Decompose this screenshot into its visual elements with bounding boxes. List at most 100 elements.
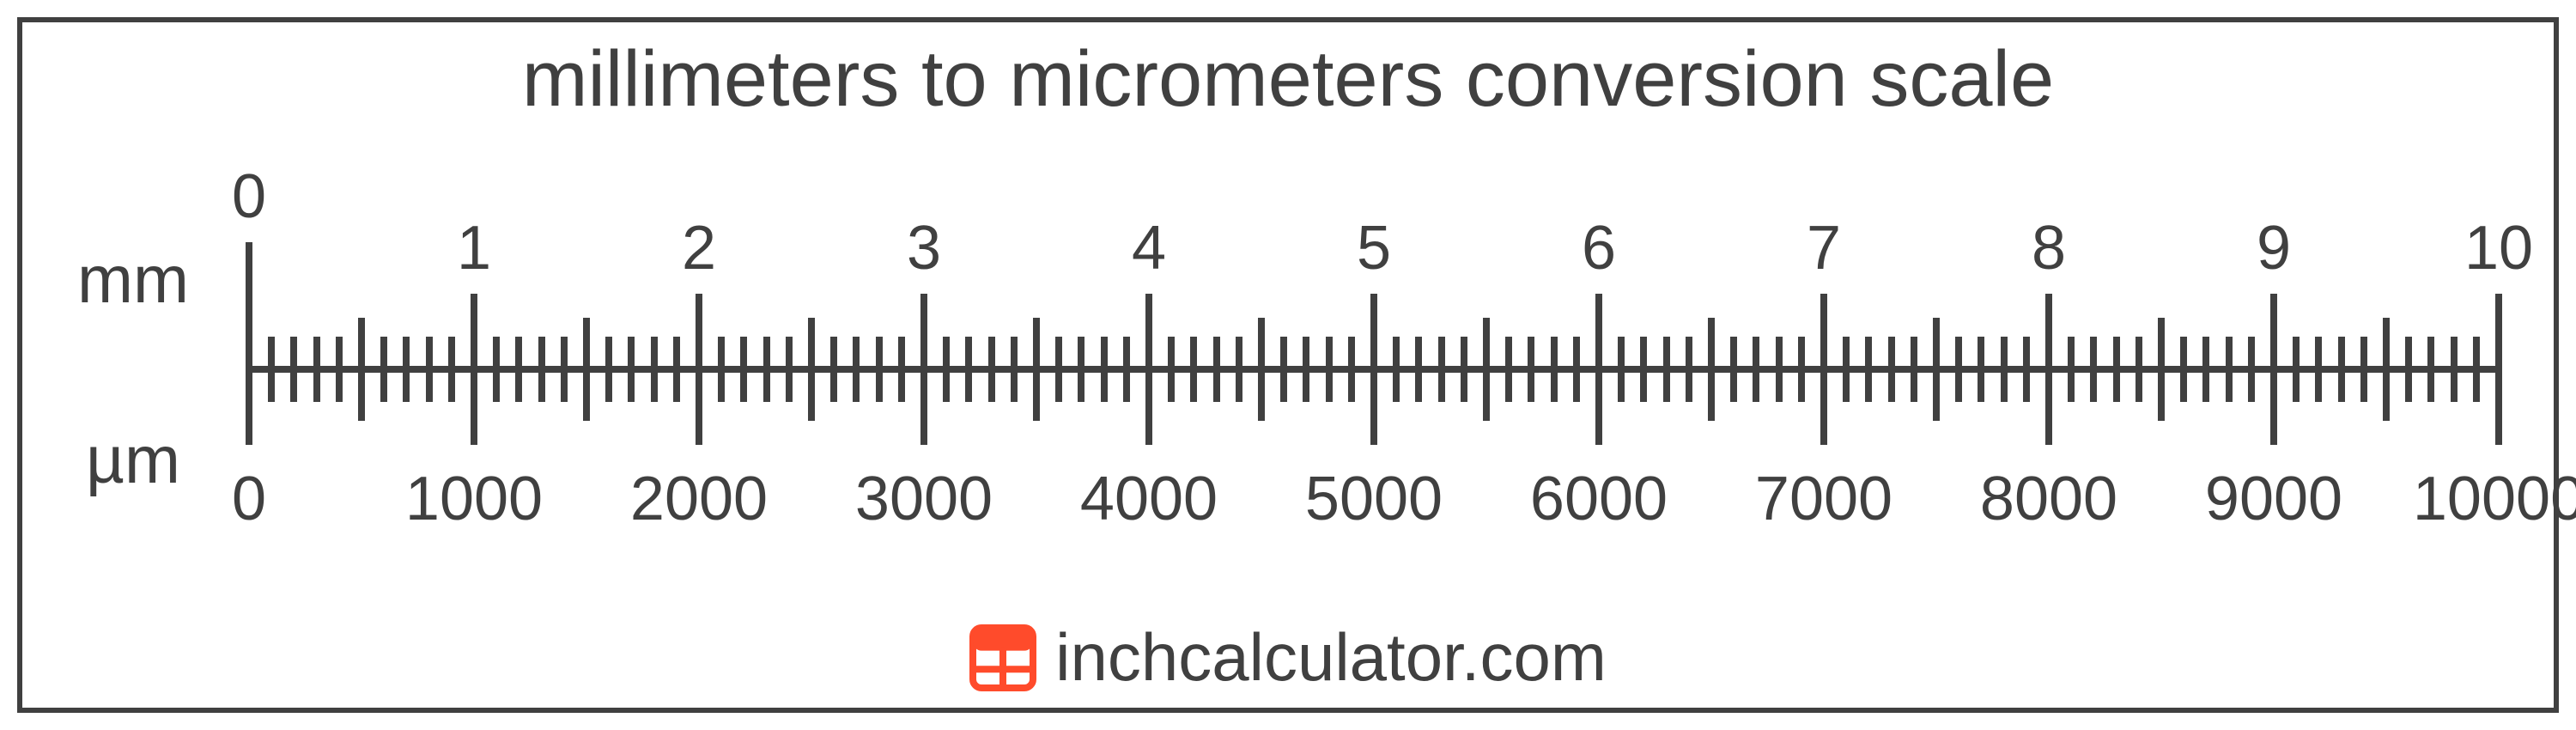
- minor-tick-top: [1393, 337, 1400, 369]
- minor-tick-bottom: [876, 369, 883, 402]
- minor-tick-top: [853, 337, 860, 369]
- minor-tick-bottom: [605, 369, 612, 402]
- minor-tick-bottom: [1078, 369, 1084, 402]
- minor-tick-top: [1865, 337, 1872, 369]
- minor-tick-bottom: [1865, 369, 1872, 402]
- minor-tick-top: [1055, 337, 1062, 369]
- minor-tick-bottom: [380, 369, 387, 402]
- minor-tick-top: [2315, 337, 2322, 369]
- minor-tick-top: [290, 337, 297, 369]
- minor-tick-top: [651, 337, 658, 369]
- minor-tick-bottom: [786, 369, 793, 402]
- minor-tick-top: [1686, 337, 1692, 369]
- um-tick-label: 9000: [2205, 464, 2342, 534]
- um-tick-label: 3000: [855, 464, 993, 534]
- major-tick-top: [1595, 294, 1602, 369]
- minor-tick-bottom: [2293, 369, 2300, 402]
- minor-tick-bottom: [2202, 369, 2209, 402]
- minor-tick-top: [1078, 337, 1084, 369]
- minor-tick-bottom: [1551, 369, 1558, 402]
- minor-tick-bottom: [1843, 369, 1850, 402]
- minor-tick-bottom: [943, 369, 950, 402]
- minor-tick-top: [538, 337, 545, 369]
- minor-tick-top: [718, 337, 725, 369]
- minor-tick-top: [1618, 337, 1625, 369]
- minor-tick-bottom: [1011, 369, 1018, 402]
- minor-tick-bottom: [426, 369, 433, 402]
- minor-tick-bottom: [1663, 369, 1670, 402]
- minor-tick-bottom: [1236, 369, 1242, 402]
- minor-tick-top: [1551, 337, 1558, 369]
- minor-tick-top: [2180, 337, 2187, 369]
- mid-tick-top: [1708, 318, 1715, 369]
- minor-tick-top: [1348, 337, 1355, 369]
- brand-row: inchcalculator.com: [0, 618, 2576, 708]
- minor-tick-bottom: [2427, 369, 2434, 402]
- minor-tick-bottom: [1438, 369, 1445, 402]
- mid-tick-top: [1258, 318, 1265, 369]
- minor-tick-top: [2001, 337, 2008, 369]
- minor-tick-bottom: [2405, 369, 2412, 402]
- minor-tick-top: [605, 337, 612, 369]
- mm-tick-label: 1: [457, 213, 491, 283]
- mid-tick-bottom: [2158, 369, 2165, 421]
- minor-tick-top: [268, 337, 275, 369]
- major-tick-bottom: [471, 369, 477, 445]
- minor-tick-top: [515, 337, 522, 369]
- minor-tick-top: [988, 337, 995, 369]
- mm-tick-label: 0: [232, 161, 266, 232]
- minor-tick-top: [965, 337, 972, 369]
- major-tick-bottom: [2270, 369, 2277, 445]
- minor-tick-top: [2202, 337, 2209, 369]
- minor-tick-bottom: [290, 369, 297, 402]
- minor-tick-top: [876, 337, 883, 369]
- minor-tick-top: [1573, 337, 1580, 369]
- minor-tick-bottom: [651, 369, 658, 402]
- mid-tick-top: [1033, 318, 1040, 369]
- minor-tick-bottom: [561, 369, 568, 402]
- minor-tick-top: [1236, 337, 1242, 369]
- minor-tick-top: [2338, 337, 2345, 369]
- minor-tick-bottom: [830, 369, 837, 402]
- minor-tick-bottom: [1955, 369, 1962, 402]
- minor-tick-top: [1213, 337, 1220, 369]
- mid-tick-bottom: [1933, 369, 1940, 421]
- minor-tick-bottom: [2451, 369, 2458, 402]
- minor-tick-top: [898, 337, 905, 369]
- minor-tick-bottom: [1348, 369, 1355, 402]
- mid-tick-top: [2158, 318, 2165, 369]
- minor-tick-top: [426, 337, 433, 369]
- minor-tick-top: [740, 337, 747, 369]
- minor-tick-top: [2248, 337, 2255, 369]
- um-tick-label: 10000: [2413, 464, 2576, 534]
- minor-tick-bottom: [1393, 369, 1400, 402]
- minor-tick-top: [380, 337, 387, 369]
- major-tick-top: [1370, 294, 1377, 369]
- um-tick-label: 0: [232, 464, 266, 534]
- mid-tick-top: [583, 318, 590, 369]
- brand-inner: inchcalculator.com: [969, 618, 1607, 697]
- major-tick-bottom: [1145, 369, 1152, 445]
- major-tick-top: [2045, 294, 2052, 369]
- major-tick-top: [920, 294, 927, 369]
- mm-tick-label: 4: [1132, 213, 1166, 283]
- minor-tick-top: [1326, 337, 1333, 369]
- mid-tick-bottom: [808, 369, 815, 421]
- minor-tick-top: [561, 337, 568, 369]
- mid-tick-bottom: [583, 369, 590, 421]
- mid-tick-top: [358, 318, 365, 369]
- mid-tick-bottom: [1483, 369, 1490, 421]
- minor-tick-bottom: [313, 369, 320, 402]
- mid-tick-bottom: [1708, 369, 1715, 421]
- minor-tick-bottom: [268, 369, 275, 402]
- minor-tick-bottom: [1776, 369, 1783, 402]
- mid-tick-top: [808, 318, 815, 369]
- minor-tick-bottom: [1730, 369, 1737, 402]
- minor-tick-bottom: [336, 369, 343, 402]
- minor-tick-top: [943, 337, 950, 369]
- minor-tick-top: [1303, 337, 1309, 369]
- minor-tick-top: [1528, 337, 1534, 369]
- minor-tick-bottom: [2023, 369, 2030, 402]
- minor-tick-bottom: [2180, 369, 2187, 402]
- major-tick-bottom: [1820, 369, 1827, 445]
